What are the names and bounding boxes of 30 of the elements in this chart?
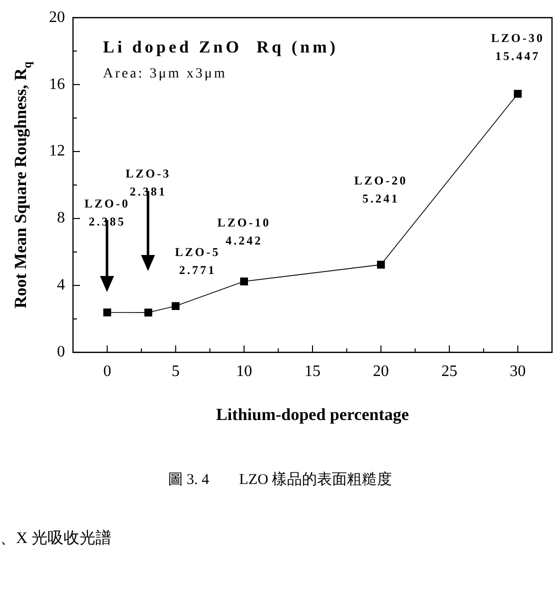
y-tick-label: 0 bbox=[57, 344, 65, 361]
x-tick-label: 10 bbox=[236, 363, 252, 380]
annotation: LZO-10 4.242 bbox=[217, 215, 271, 248]
caption: 圖 3. 4 LZO 樣品的表面粗糙度 bbox=[166, 470, 394, 489]
point bbox=[172, 302, 180, 310]
annotation: LZO-3 2.381 bbox=[126, 166, 171, 199]
x-tick-label: 5 bbox=[172, 363, 180, 380]
x-axis-title: Lithium-doped percentage bbox=[216, 405, 410, 424]
y-axis-title: Root Mean Square Roughness, Rq bbox=[11, 61, 34, 308]
point bbox=[514, 90, 522, 98]
y-tick-label: 20 bbox=[49, 8, 65, 26]
point bbox=[144, 308, 152, 316]
x-tick-label: 30 bbox=[510, 363, 526, 380]
point bbox=[376, 260, 385, 269]
annotation: LZO-30 15.447 bbox=[491, 30, 544, 63]
text: Area: 3μm x3μm bbox=[103, 66, 227, 82]
y-tick-label: 12 bbox=[49, 142, 65, 160]
annotation: LZO-5 2.771 bbox=[174, 245, 220, 278]
y-tick-label: 4 bbox=[57, 276, 65, 294]
point bbox=[103, 308, 112, 316]
y-tick-label: 16 bbox=[49, 76, 65, 93]
x-tick-label: 15 bbox=[304, 363, 320, 380]
point bbox=[240, 277, 248, 286]
annotation: LZO-20 5.241 bbox=[354, 174, 408, 206]
x-tick-label: 25 bbox=[441, 363, 458, 380]
text: Li doped ZnO Rq (nm) bbox=[103, 38, 338, 57]
x-tick-label: 0 bbox=[103, 363, 112, 380]
y-tick-label: 8 bbox=[57, 210, 65, 227]
text: 、X 光吸收光譜 bbox=[0, 528, 112, 549]
x-tick-label: 20 bbox=[372, 363, 389, 380]
